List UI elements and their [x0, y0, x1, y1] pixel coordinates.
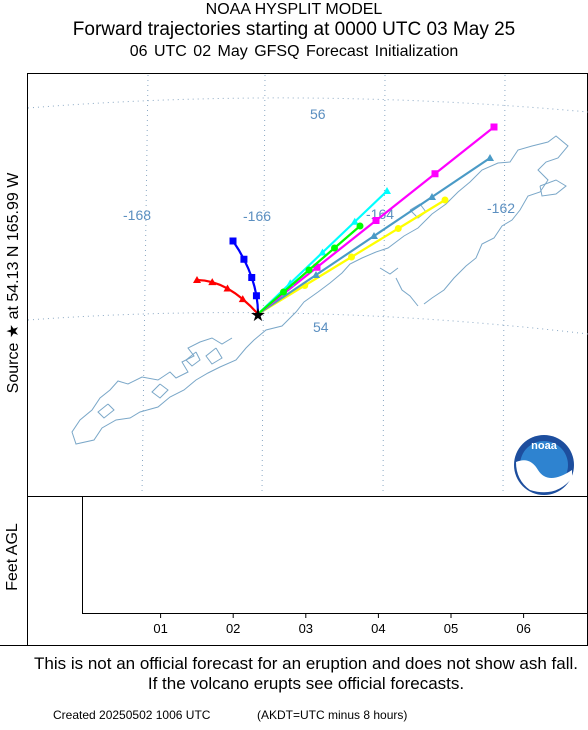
y-axis-title-container: Feet AGL	[0, 497, 26, 617]
page-title: Forward trajectories starting at 0000 UT…	[72, 19, 516, 40]
x-tick-label: 01	[153, 621, 167, 636]
trajectory-point	[312, 271, 320, 278]
trajectory-point	[441, 196, 449, 204]
trajectory-point	[248, 274, 256, 281]
source-location-label: Source ★ at 54.13 N 165.99 W	[5, 172, 22, 394]
noaa-logo-icon: noaa	[514, 435, 574, 495]
trajectory-point	[356, 222, 364, 230]
figure-frame	[27, 73, 588, 646]
trajectory-point	[223, 284, 232, 292]
noaa-logo-text: noaa	[531, 440, 558, 452]
page-subtitle: 06 UTC 02 May GFSQ Forecast Initializati…	[129, 43, 459, 60]
trajectory-point	[193, 276, 201, 283]
trajectory-point	[318, 248, 327, 256]
trajectory-point	[313, 263, 321, 271]
vertical-profile-axes	[82, 497, 588, 614]
coastline	[71, 135, 569, 445]
trajectory-point	[486, 154, 494, 161]
source-location-label-container: Source ★ at 54.13 N 165.99 W	[0, 73, 26, 493]
trajectory-point	[383, 187, 391, 194]
vertical-profile-xticks: 01 02 03 04 05 06	[153, 613, 531, 636]
trajectory-point	[238, 295, 247, 303]
trajectory-point	[350, 217, 359, 225]
lat-label-56: 56	[310, 106, 326, 122]
trajectory-point	[305, 266, 313, 274]
trajectory-point	[372, 217, 380, 224]
trajectory-point	[331, 244, 338, 252]
trajectory-point	[394, 225, 402, 232]
lat-label-54: 54	[313, 319, 329, 335]
lon-label-166: -166	[243, 208, 271, 224]
trajectory-point	[490, 123, 498, 131]
lon-label-162: -162	[487, 200, 515, 216]
source-star-icon: ★	[250, 305, 266, 326]
map-trajectories	[193, 123, 498, 315]
lon-label-168: -168	[123, 207, 151, 223]
created-timestamp: Created 20250502 1006 UTC	[53, 708, 211, 722]
x-tick-label: 03	[299, 621, 313, 636]
x-tick-label: 05	[444, 621, 458, 636]
trajectory-point	[431, 170, 439, 178]
trajectory-point	[229, 237, 237, 245]
trajectory-point	[428, 193, 436, 200]
trajectory-point	[348, 253, 355, 261]
trajectory-point	[252, 292, 260, 300]
model-name: NOAA HYSPLIT MODEL	[205, 1, 383, 18]
x-tick-label: 02	[226, 621, 240, 636]
trajectory-point	[280, 288, 287, 296]
x-tick-label: 06	[516, 621, 530, 636]
trajectory-point	[370, 232, 378, 239]
x-tick-label: 04	[371, 621, 385, 636]
trajectory-point	[240, 255, 248, 263]
timezone-note: (AKDT=UTC minus 8 hours)	[257, 708, 408, 722]
y-axis-title: Feet AGL	[4, 523, 21, 591]
trajectory-point	[208, 278, 217, 286]
disclaimer-text: This is not an official forecast for an …	[34, 654, 578, 693]
map-graticule	[27, 74, 588, 496]
